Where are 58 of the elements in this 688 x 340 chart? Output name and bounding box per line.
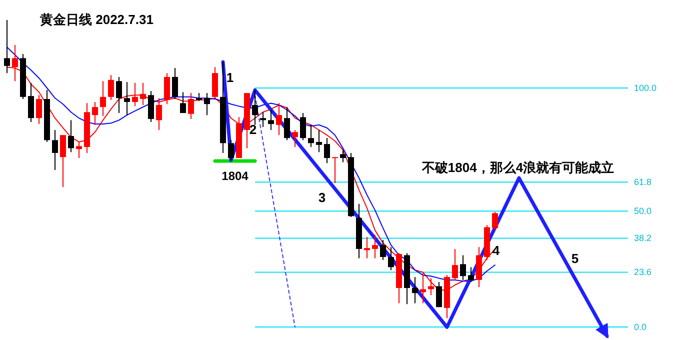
candlestick <box>228 140 234 161</box>
candlestick <box>268 110 274 131</box>
candlestick <box>284 106 290 141</box>
text: 0.0 <box>634 322 647 332</box>
candlestick <box>180 92 186 114</box>
candlestick <box>100 80 106 116</box>
candlestick <box>252 90 258 126</box>
candlestick <box>324 138 330 164</box>
candlestick <box>76 141 82 159</box>
candlestick <box>204 92 210 116</box>
candlestick <box>36 94 42 125</box>
candlestick <box>52 130 58 170</box>
candlestick <box>300 112 306 141</box>
candlestick <box>60 134 66 188</box>
candlestick <box>148 90 154 122</box>
candlestick <box>316 130 322 153</box>
annotation: 5 <box>571 251 579 266</box>
candlestick <box>140 82 146 106</box>
annotation: 2 <box>249 122 257 137</box>
annotation: 61.8 <box>634 177 652 188</box>
candlestick <box>4 20 10 74</box>
candlestick <box>156 98 162 131</box>
candlestick <box>292 130 298 148</box>
candlestick <box>452 248 458 280</box>
candlestick <box>164 72 170 105</box>
candlestick <box>332 156 338 184</box>
candlestick <box>68 120 74 153</box>
annotation: 1 <box>226 70 234 85</box>
candlestick <box>372 234 378 259</box>
candlestick <box>340 149 346 163</box>
candlestick <box>468 266 474 283</box>
candlestick <box>132 82 138 107</box>
candlestick <box>436 282 442 308</box>
candlestick <box>172 67 178 100</box>
annotation: 100.0 <box>634 82 657 93</box>
annotation: 3 <box>318 190 326 205</box>
annotation: 38.2 <box>634 233 652 244</box>
candlestick <box>124 82 130 116</box>
annotation: 23.6 <box>634 267 652 278</box>
candlestick <box>460 254 466 280</box>
candlestick <box>188 92 194 120</box>
candlestick <box>276 102 282 136</box>
annotation: 50.0 <box>634 206 652 216</box>
candlestick <box>412 276 418 304</box>
annotation: 4 <box>492 243 500 258</box>
candlestick <box>92 101 98 126</box>
candlestick <box>492 211 498 231</box>
candlestick <box>108 74 114 100</box>
series-label: 1804 <box>222 169 249 184</box>
candlestick <box>260 112 266 128</box>
candlestick <box>116 76 122 114</box>
candlestick <box>308 124 314 148</box>
candlestick <box>28 82 34 122</box>
candlestick <box>364 236 370 259</box>
annotation: 不破1804，那么4浪就有可能成立 <box>420 160 614 175</box>
candlestick <box>388 246 394 271</box>
chart-title: 黄金日线 2022.7.31 <box>39 12 154 27</box>
candlestick <box>380 240 386 260</box>
